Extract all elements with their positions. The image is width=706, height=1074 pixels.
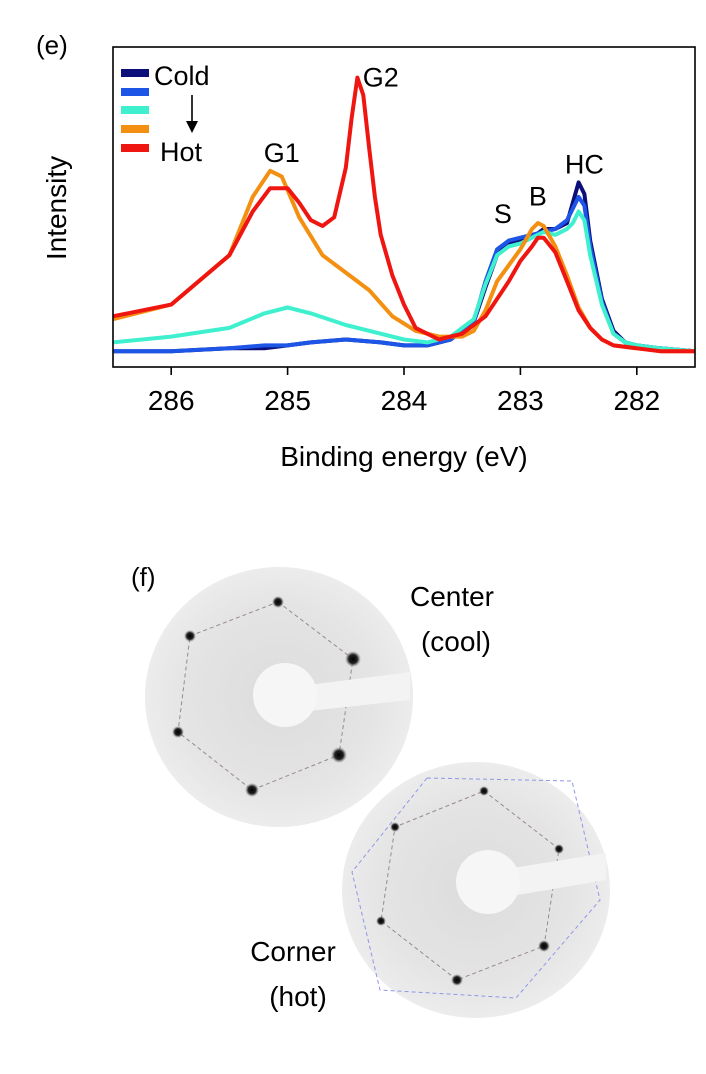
series-line-2 <box>113 194 695 354</box>
legend-swatch-5 <box>121 144 149 152</box>
legend-label-hot: Hot <box>160 137 203 167</box>
hexagon-guide-outer <box>351 777 601 999</box>
x-tick-label: 285 <box>264 385 311 416</box>
legend-swatch-3 <box>121 106 149 114</box>
diffraction-spot <box>272 596 284 608</box>
peak-label-hc: HC <box>565 150 604 180</box>
diffraction-spot <box>184 630 196 642</box>
diffraction-spot <box>345 651 361 667</box>
electron-gun-shadow-center <box>253 663 317 727</box>
x-tick-label: 283 <box>497 385 544 416</box>
x-tick-label: 282 <box>613 385 660 416</box>
series-layer <box>113 75 695 354</box>
x-tick-label: 286 <box>148 385 195 416</box>
panel-f-label: (f) <box>131 562 156 592</box>
peak-annotations: G1 G2 SB HC <box>264 62 604 229</box>
diffraction-spot <box>554 844 564 854</box>
corner-label: Corner <box>250 936 336 967</box>
peak-label-g2: G2 <box>363 62 399 92</box>
panel-e-label: (e) <box>36 30 68 60</box>
center-sublabel: (cool) <box>421 626 491 657</box>
xps-spectrum-chart: 286 285 284 283 282 G1 G2 SB HC Binding energy … <box>41 46 696 472</box>
peak-label-g1: G1 <box>264 138 300 168</box>
leed-pattern-center <box>145 567 413 827</box>
diffraction-spot <box>376 916 386 926</box>
diffraction-spot <box>331 747 347 763</box>
corner-sublabel: (hot) <box>269 981 327 1012</box>
peak-label-b: B <box>529 182 547 212</box>
legend-swatch-1 <box>121 69 149 77</box>
legend-label-cold: Cold <box>154 61 210 91</box>
series-line-5 <box>113 75 695 354</box>
diffraction-spot <box>538 940 550 952</box>
diffraction-spot <box>172 726 184 738</box>
electron-gun-shadow-corner <box>456 850 520 914</box>
diffraction-spot <box>245 783 259 797</box>
center-label: Center <box>410 581 494 612</box>
diffraction-spot <box>479 786 489 796</box>
electron-gun-holder-center <box>300 672 410 712</box>
legend-swatch-4 <box>121 125 149 133</box>
x-axis-label: Binding energy (eV) <box>280 441 527 472</box>
leed-pattern-corner <box>342 762 610 1018</box>
series-line-3 <box>113 209 695 354</box>
x-tick-label: 284 <box>381 385 428 416</box>
legend: Cold Hot <box>121 61 210 167</box>
legend-swatch-2 <box>121 88 149 96</box>
x-axis: 286 285 284 283 282 <box>148 367 660 416</box>
diffraction-spot <box>451 974 463 986</box>
peak-label-s: S <box>494 199 512 229</box>
legend-arrow-head <box>186 121 198 133</box>
diffraction-spot <box>390 822 400 832</box>
y-axis-label: Intensity <box>41 156 72 260</box>
electron-gun-holder-corner <box>500 853 606 898</box>
